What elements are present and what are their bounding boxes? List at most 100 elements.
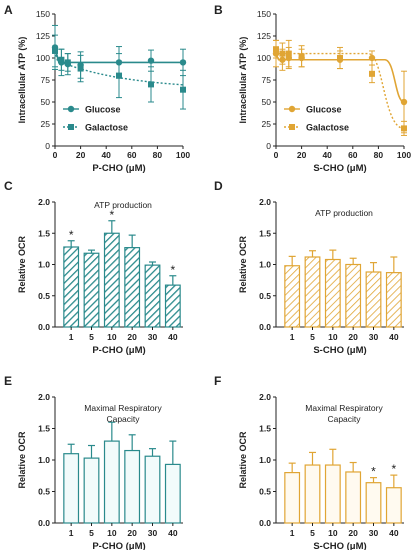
data-point [116,72,122,79]
y-tick-label: 2.0 [259,392,271,402]
x-axis-label: S-CHO (μM) [313,345,366,356]
data-point [368,54,376,62]
bar [385,487,402,524]
y-tick-label: 150 [257,9,271,19]
bar [284,472,301,524]
y-tick-label: 1.0 [38,260,50,270]
y-tick-label: 0.0 [38,518,50,528]
data-point [77,65,84,72]
x-tick-label: 1 [69,528,74,538]
panel-letter-a: A [4,3,13,17]
x-tick-label: 20 [348,528,358,538]
y-tick-label: 50 [262,97,272,107]
y-tick-label: 150 [36,9,50,19]
significance-star: * [371,465,376,479]
x-tick-label: 30 [369,528,379,538]
series-galactose: Galactose [273,39,407,136]
y-tick-label: 1.0 [259,260,271,270]
x-axis-label: P-CHO (μM) [92,541,145,550]
data-point [52,47,58,54]
bar [144,264,161,328]
y-tick-label: 0.5 [38,487,50,497]
bar [164,284,181,328]
x-tick-label: 20 [76,150,86,160]
x-tick-label: 1 [69,332,74,342]
bar [385,272,402,328]
chart-annotation: Capacity [106,414,140,424]
bar [284,265,301,328]
x-tick-label: 5 [89,528,94,538]
panel-d: 0.0 0.5 1.0 1.5 2.0 1 5 10 20 30 40 S-CHO (μM) Relat… [238,197,404,356]
x-tick-label: 5 [310,332,315,342]
y-axis-label: Relative OCR [17,235,27,293]
y-tick-label: 1.5 [259,424,271,434]
chart-annotation: ATP production [315,208,373,218]
bar [324,258,341,328]
y-tick-label: 0.0 [259,518,271,528]
x-tick-label: 1 [290,332,295,342]
y-tick-label: 1.5 [259,228,271,238]
data-point [400,98,408,106]
y-tick-label: 1.0 [259,455,271,465]
chart-annotation: Maximal Respiratory [305,403,383,413]
y-tick-label: 1.5 [38,424,50,434]
series-galactose: Galactose [52,34,186,133]
data-point [369,70,375,77]
y-tick-label: 0.0 [259,322,271,332]
bar [324,464,341,524]
chart-annotation: ATP production [94,200,152,210]
panel-c: 0.0 0.5 1.0 1.5 2.0 * 1 5 * 10 20 30 * 40 P-CHO (μM) Re… [17,197,183,356]
legend-marker [289,124,295,130]
data-point [273,46,279,53]
y-tick-label: 0.5 [259,487,271,497]
x-tick-label: 20 [127,332,137,342]
x-tick-label: 5 [89,332,94,342]
x-tick-label: 10 [107,528,117,538]
x-tick-label: 100 [176,150,190,160]
y-tick-label: 75 [262,75,272,85]
panel-letter-d: D [214,179,223,193]
x-tick-label: 20 [127,528,137,538]
chart-annotation: Maximal Respiratory [84,403,162,413]
legend-label: Glucose [85,105,121,115]
x-tick-label: 60 [127,150,137,160]
x-tick-label: 10 [328,528,338,538]
x-axis-label: S-CHO (μM) [313,541,366,550]
y-tick-label: 1.5 [38,228,50,238]
y-tick-label: 0.0 [38,322,50,332]
panel-letter-e: E [4,374,12,388]
legend-label: Glucose [306,105,342,115]
x-tick-label: 80 [374,150,384,160]
x-tick-label: 80 [153,150,163,160]
y-tick-label: 2.0 [259,197,271,207]
y-axis-label: Relative OCR [238,235,248,293]
bar [304,256,321,328]
fit-curve-dotted [54,50,184,86]
bar [365,482,382,524]
y-tick-label: 125 [36,31,50,41]
bar [304,464,321,524]
x-axis-label: P-CHO (μM) [92,163,145,174]
y-tick-label: 100 [257,53,271,63]
x-tick-label: 40 [101,150,111,160]
legend-marker [68,124,74,130]
x-tick-label: 40 [168,332,178,342]
x-axis-label: P-CHO (μM) [92,345,145,356]
significance-star: * [69,228,74,242]
x-tick-label: 10 [328,332,338,342]
x-axis-label: S-CHO (μM) [313,163,366,174]
bar [103,440,120,524]
data-point [298,53,305,60]
y-tick-label: 125 [257,31,271,41]
fit-curve-dotted [275,48,405,130]
data-point [180,86,186,93]
y-tick-label: 25 [262,119,272,129]
panel-letter-f: F [214,374,221,388]
data-point [147,57,155,64]
y-axis-label: Relative OCR [17,431,27,489]
y-axis-label: Intracellular ATP (%) [17,37,27,124]
chart-annotation: Capacity [327,414,361,424]
data-point [148,81,154,88]
x-tick-label: 40 [389,332,399,342]
